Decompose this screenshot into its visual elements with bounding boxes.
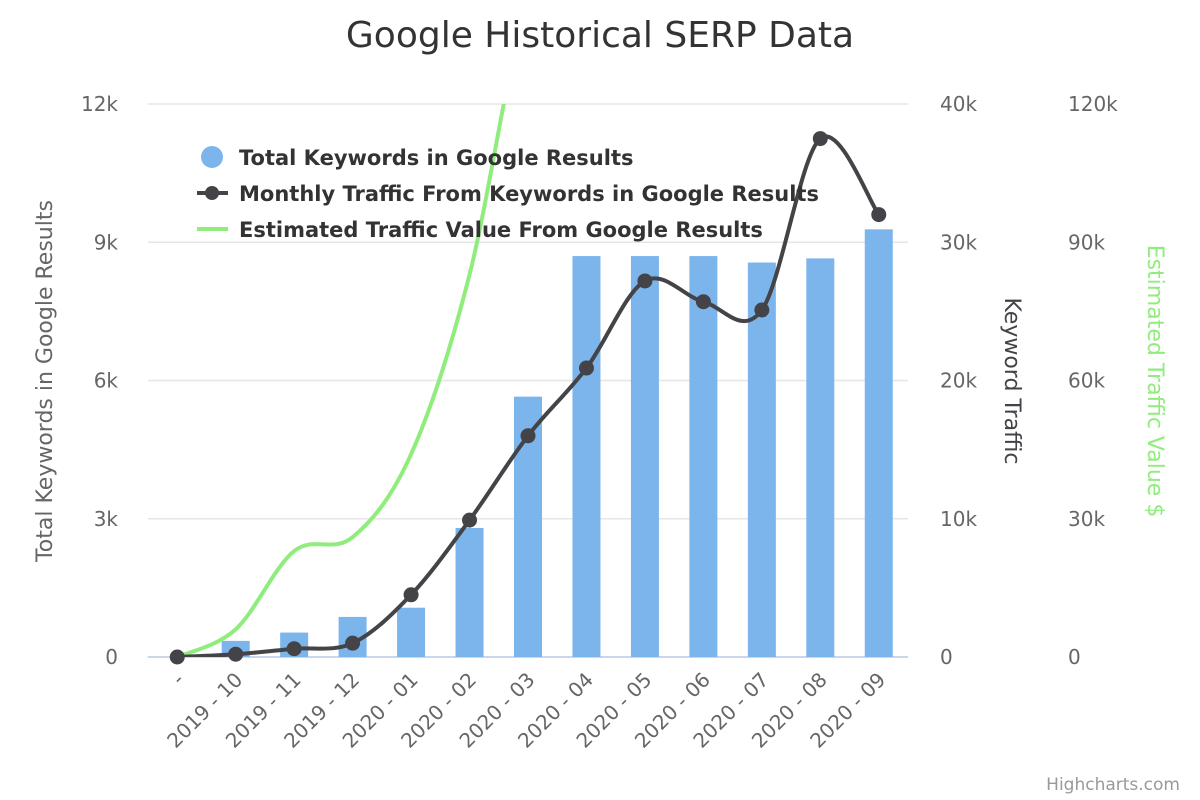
traffic-point[interactable]: [754, 302, 770, 318]
legend-label-traffic: Monthly Traffic From Keywords in Google …: [239, 182, 819, 206]
y-axis-tick-label: 60k: [1068, 369, 1105, 393]
keywords-bar[interactable]: [689, 256, 718, 657]
traffic-point[interactable]: [871, 207, 887, 223]
traffic-point[interactable]: [228, 646, 244, 662]
y-axis-tick-label: 0: [940, 645, 953, 669]
traffic-point[interactable]: [345, 635, 361, 651]
keywords-bar[interactable]: [806, 258, 835, 657]
legend-symbol-keywords: [201, 146, 223, 168]
traffic-point[interactable]: [286, 641, 302, 657]
keywords-bar[interactable]: [572, 256, 601, 657]
traffic-point[interactable]: [578, 360, 594, 376]
value-line[interactable]: [176, 0, 879, 657]
y-axis-tick-label: 20k: [940, 369, 977, 393]
keywords-bar[interactable]: [864, 229, 893, 657]
y-axis-tick-label: 0: [105, 645, 118, 669]
y-axis-tick-label: 12k: [81, 92, 118, 116]
y-axis-tick-label: 30k: [1068, 507, 1105, 531]
y-axis-tick-label: 3k: [94, 507, 119, 531]
y-axis-title-value: Estimated Traffic Value $: [1142, 245, 1167, 518]
traffic-point[interactable]: [169, 649, 185, 665]
trend-lines: [169, 0, 887, 665]
legend: Total Keywords in Google Results Monthly…: [197, 146, 819, 242]
keywords-bar[interactable]: [397, 607, 426, 657]
traffic-point[interactable]: [520, 428, 536, 444]
legend-label-value: Estimated Traffic Value From Google Resu…: [239, 218, 763, 242]
legend-marker-traffic: [205, 186, 219, 200]
y-axis-tick-label: 120k: [1068, 92, 1118, 116]
y-axis-tick-label: 10k: [940, 507, 977, 531]
keywords-bar[interactable]: [747, 262, 776, 657]
axis-titles: Total Keywords in Google Results Keyword…: [33, 200, 1167, 563]
x-axis-tick-label: -: [167, 668, 189, 690]
y-axis-title-traffic: Keyword Traffic: [999, 297, 1024, 464]
traffic-point[interactable]: [462, 512, 478, 528]
y-axis-tick-label: 6k: [94, 369, 119, 393]
legend-item-keywords[interactable]: Total Keywords in Google Results: [201, 146, 633, 170]
y-axis-tick-label: 9k: [94, 230, 119, 254]
y-axis-tick-label: 40k: [940, 92, 977, 116]
chart-title: Google Historical SERP Data: [346, 15, 854, 56]
traffic-line[interactable]: [177, 134, 881, 657]
traffic-point[interactable]: [403, 587, 419, 603]
y-axis-tick-label: 90k: [1068, 230, 1105, 254]
legend-item-traffic[interactable]: Monthly Traffic From Keywords in Google …: [197, 182, 819, 206]
plot-area: [176, 0, 881, 657]
traffic-point[interactable]: [812, 131, 828, 147]
legend-label-keywords: Total Keywords in Google Results: [239, 146, 633, 170]
legend-item-value[interactable]: Estimated Traffic Value From Google Resu…: [197, 218, 763, 242]
keywords-bar[interactable]: [630, 256, 659, 657]
traffic-point[interactable]: [695, 294, 711, 310]
keywords-bar[interactable]: [455, 527, 484, 657]
y-axis-title-keywords: Total Keywords in Google Results: [33, 200, 58, 563]
traffic-point[interactable]: [637, 273, 653, 289]
credits-link[interactable]: Highcharts.com: [1046, 775, 1180, 795]
y-axis-tick-label: 0: [1068, 645, 1081, 669]
keywords-bars: [221, 229, 893, 657]
y-axis-tick-label: 30k: [940, 230, 977, 254]
